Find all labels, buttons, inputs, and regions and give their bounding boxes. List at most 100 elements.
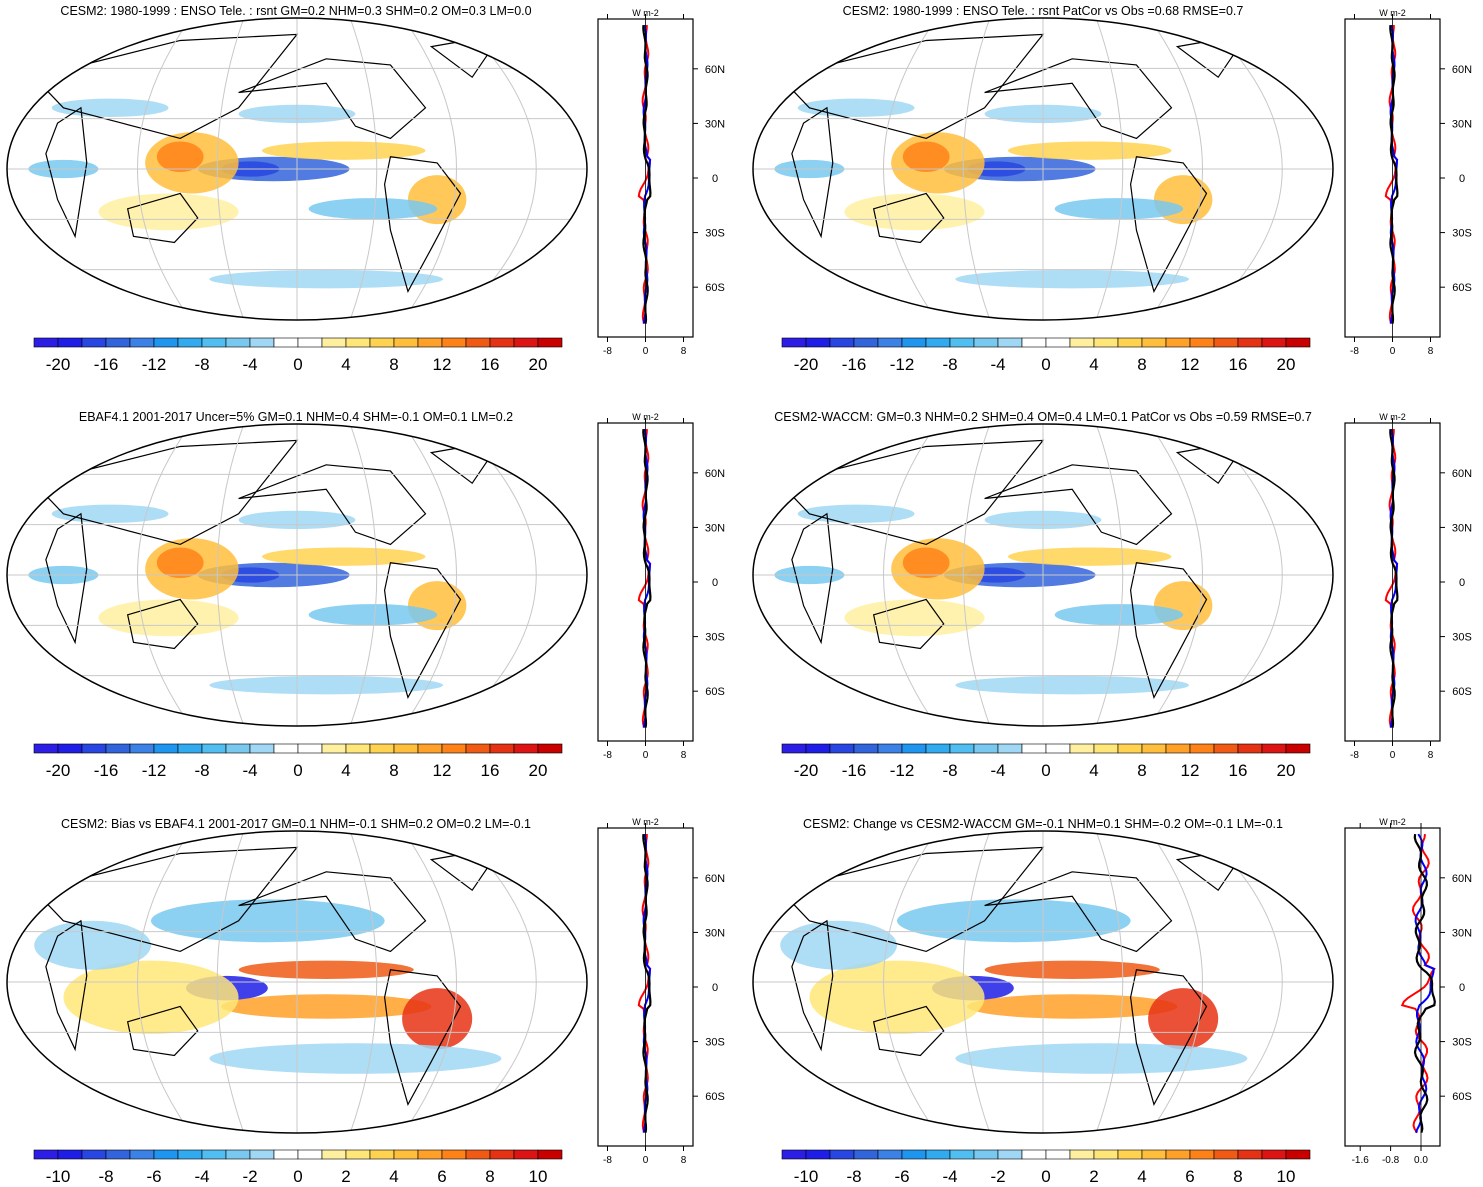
longitude-line <box>883 18 938 320</box>
colorbar-tick-label: -12 <box>890 355 915 374</box>
colorbar-tick-label: 6 <box>437 1167 446 1186</box>
anomaly-region <box>897 899 1131 943</box>
colorbar-swatch <box>1021 1149 1047 1160</box>
longitude-line <box>216 18 245 320</box>
colorbar-swatch <box>297 743 323 754</box>
colorbar-swatch <box>129 1149 155 1160</box>
colorbar-swatch <box>1093 1149 1119 1160</box>
colorbar-tick-label: 20 <box>529 355 548 374</box>
colorbar-swatch <box>1093 743 1119 754</box>
colorbar-swatch <box>441 337 467 348</box>
profile-x-tick-label: 0.0 <box>1414 1155 1428 1166</box>
colorbar-tick-label: 4 <box>1089 761 1098 780</box>
anomaly-region <box>308 604 438 626</box>
colorbar-swatch <box>201 743 227 754</box>
colorbar-tick-label: 0 <box>1041 355 1050 374</box>
colorbar-tick-label: -20 <box>794 761 819 780</box>
colorbar-tick-label: 10 <box>529 1167 548 1186</box>
colorbar-swatch <box>177 1149 203 1160</box>
colorbar-swatch <box>369 743 395 754</box>
colorbar-swatch <box>1189 1149 1215 1160</box>
colorbar-swatch <box>129 337 155 348</box>
anomaly-region <box>1007 547 1172 566</box>
colorbar-swatch <box>1141 337 1167 348</box>
colorbar-tick-label: -8 <box>942 761 957 780</box>
map-panel <box>6 17 588 321</box>
colorbar-swatch <box>537 743 563 754</box>
map-field <box>753 831 1333 1133</box>
profile-y-tick-label: 30S <box>1452 632 1472 644</box>
colorbar-swatch <box>853 743 879 754</box>
longitude-line <box>962 18 991 320</box>
longitude-line <box>349 424 378 726</box>
colorbar-swatch <box>153 337 179 348</box>
colorbar-tick-label: -4 <box>990 355 1005 374</box>
zonal-mean-profile: W m-2 -8 0 8 60N 30N 0 30S 60S <box>597 412 725 761</box>
colorbar-tick-label: 0 <box>293 1167 302 1186</box>
colorbar-swatch <box>1021 337 1047 348</box>
zonal-mean-profile: W m-2 -8 0 8 60N 30N 0 30S 60S <box>597 817 725 1166</box>
panel-title: CESM2: 1980-1999 : ENSO Tele. : rsnt Pat… <box>842 4 1244 18</box>
colorbar-swatch <box>297 337 323 348</box>
profile-y-tick-label: 0 <box>1459 982 1465 994</box>
profile-x-tick-label: 8 <box>681 346 687 357</box>
colorbar-swatch <box>1213 1149 1239 1160</box>
colorbar-swatch <box>345 743 371 754</box>
colorbar-swatch <box>781 743 807 754</box>
colorbar-swatch <box>1045 743 1071 754</box>
anomaly-region <box>261 141 426 160</box>
colorbar-swatch <box>853 337 879 348</box>
longitude-line <box>349 831 378 1133</box>
profile-y-tick-label: 60S <box>705 686 725 698</box>
longitude-line <box>962 424 991 726</box>
map-field <box>753 18 1333 320</box>
colorbar-swatch <box>1021 743 1047 754</box>
colorbar-swatch <box>1285 1149 1311 1160</box>
anomaly-region <box>1054 604 1184 626</box>
map-panel <box>6 830 588 1134</box>
colorbar-tick-label: -12 <box>142 761 167 780</box>
colorbar-tick-label: -20 <box>46 355 71 374</box>
colorbar-tick-label: 10 <box>1277 1167 1296 1186</box>
colorbar-tick-label: -12 <box>142 355 167 374</box>
colorbar-swatch <box>1069 1149 1095 1160</box>
anomaly-region <box>844 193 985 231</box>
anomaly-region <box>261 547 426 566</box>
colorbar-tick-label: -10 <box>794 1167 819 1186</box>
colorbar-swatch <box>997 337 1023 348</box>
colorbar-swatch <box>513 1149 539 1160</box>
colorbar-swatch <box>853 1149 879 1160</box>
anomaly-region <box>221 994 432 1019</box>
colorbar-tick-label: 4 <box>1137 1167 1146 1186</box>
colorbar-swatch <box>1237 1149 1263 1160</box>
profile-y-tick-label: 30S <box>1452 228 1472 240</box>
map-panel <box>752 423 1334 727</box>
colorbar-tick-label: 2 <box>1089 1167 1098 1186</box>
profile-y-tick-label: 60S <box>705 1091 725 1103</box>
colorbar-swatch <box>417 1149 443 1160</box>
colorbar-swatch <box>537 337 563 348</box>
coastline <box>791 106 834 239</box>
colorbar-tick-label: -6 <box>894 1167 909 1186</box>
map-border <box>6 423 588 727</box>
colorbar-swatch <box>1237 743 1263 754</box>
colorbar-swatch <box>925 1149 951 1160</box>
profile-x-tick-label: -1.6 <box>1352 1155 1370 1166</box>
anomaly-region <box>955 269 1189 289</box>
anomaly-region <box>209 269 443 289</box>
profile-unit-label: W m-2 <box>632 817 659 827</box>
colorbar-swatch <box>465 337 491 348</box>
profile-unit-label: W m-2 <box>1379 8 1406 18</box>
colorbar-swatch <box>805 1149 831 1160</box>
colorbar-tick-label: 8 <box>1137 355 1146 374</box>
colorbar-swatch <box>33 743 59 754</box>
colorbar-tick-label: 12 <box>1181 761 1200 780</box>
coastline <box>872 598 945 650</box>
longitude-line <box>137 424 192 726</box>
profile-x-tick-label: 0 <box>643 750 649 761</box>
colorbar-swatch <box>105 1149 131 1160</box>
profile-x-tick-label: 8 <box>1428 346 1434 357</box>
longitude-line <box>1095 18 1124 320</box>
colorbar-swatch <box>901 337 927 348</box>
colorbar-swatch <box>489 337 515 348</box>
